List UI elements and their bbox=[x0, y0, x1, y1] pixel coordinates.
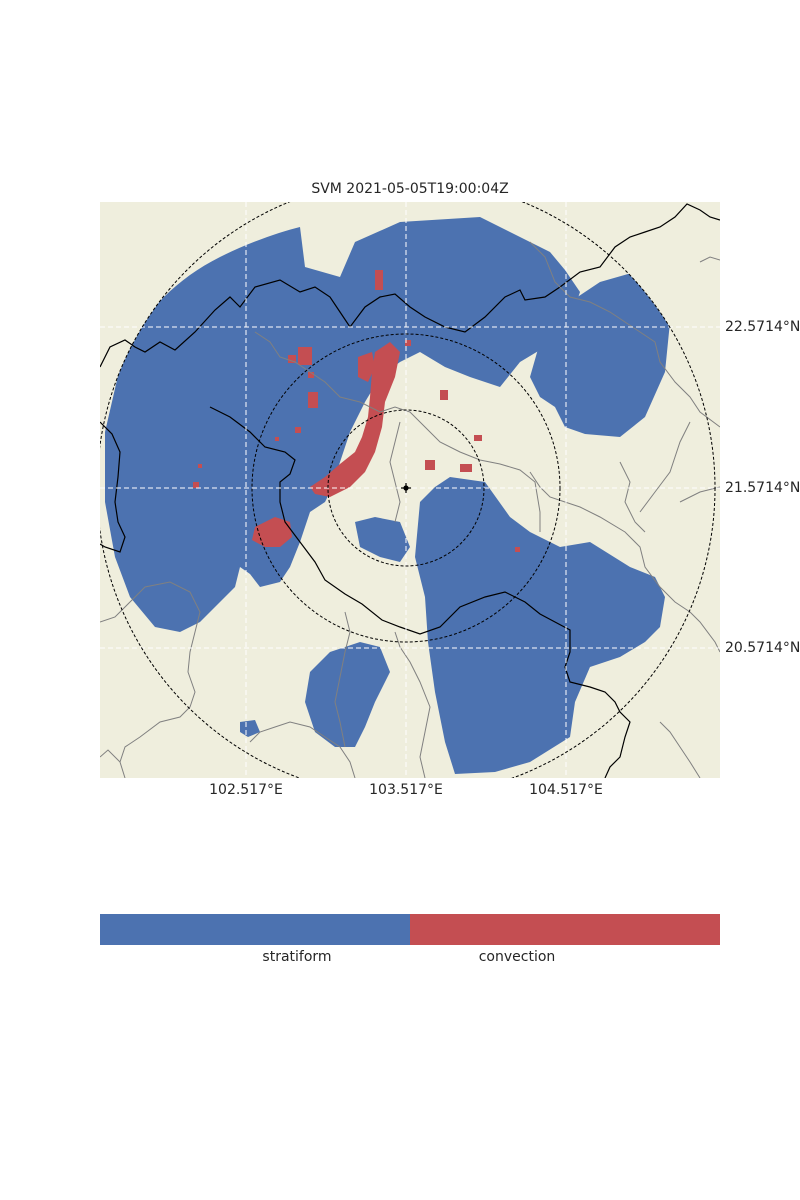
convection-cell bbox=[425, 460, 435, 470]
stratiform-region-center bbox=[355, 517, 410, 562]
range-ring-middle bbox=[251, 333, 561, 643]
convection-cell bbox=[515, 547, 520, 552]
convection-cell bbox=[308, 392, 318, 408]
convection-cell bbox=[193, 482, 199, 488]
precipitation-layer bbox=[105, 217, 670, 774]
convection-cell bbox=[474, 435, 482, 441]
convection-cell bbox=[375, 270, 383, 290]
convection-cell bbox=[298, 347, 312, 365]
lat-tick-label: 21.5714°N bbox=[725, 480, 800, 496]
stratiform-region-southwest-small bbox=[240, 720, 260, 737]
convection-cell bbox=[308, 372, 314, 378]
convection-cell bbox=[275, 437, 279, 441]
lat-tick-label: 22.5714°N bbox=[725, 319, 800, 335]
lon-tick-label: 104.517°E bbox=[529, 782, 603, 798]
colorbar-segment-convection bbox=[410, 914, 720, 945]
convection-cell bbox=[440, 390, 448, 400]
convection-cell-west bbox=[252, 517, 292, 547]
colorbar-label-stratiform: stratiform bbox=[262, 949, 332, 965]
convection-cell bbox=[288, 355, 296, 363]
convection-cell bbox=[405, 340, 411, 346]
convection-band-main bbox=[310, 342, 400, 497]
stratiform-region-southeast bbox=[415, 477, 665, 774]
convection-cell bbox=[295, 427, 301, 433]
country-borders bbox=[100, 203, 720, 778]
range-ring-outer bbox=[100, 202, 716, 778]
stratiform-region-east bbox=[530, 272, 670, 437]
map-gridlines bbox=[100, 202, 720, 778]
colorbar-segment-stratiform bbox=[100, 914, 410, 945]
lat-tick-label: 20.5714°N bbox=[725, 640, 800, 656]
radar-map bbox=[100, 202, 720, 778]
colorbar-label-convection: convection bbox=[478, 949, 556, 965]
crosshair-icon bbox=[401, 483, 411, 493]
range-ring-inner bbox=[327, 409, 485, 567]
lon-tick-label: 103.517°E bbox=[369, 782, 443, 798]
convection-cell bbox=[198, 464, 202, 468]
colorbar bbox=[100, 914, 720, 945]
stratiform-region-south bbox=[305, 642, 390, 747]
range-rings bbox=[100, 202, 716, 778]
lon-tick-label: 102.517°E bbox=[209, 782, 283, 798]
stratiform-region-northwest bbox=[105, 217, 580, 632]
plot-title: SVM 2021-05-05T19:00:04Z bbox=[311, 181, 509, 197]
convection-cell bbox=[460, 464, 472, 472]
convection-cell-north bbox=[358, 352, 375, 382]
